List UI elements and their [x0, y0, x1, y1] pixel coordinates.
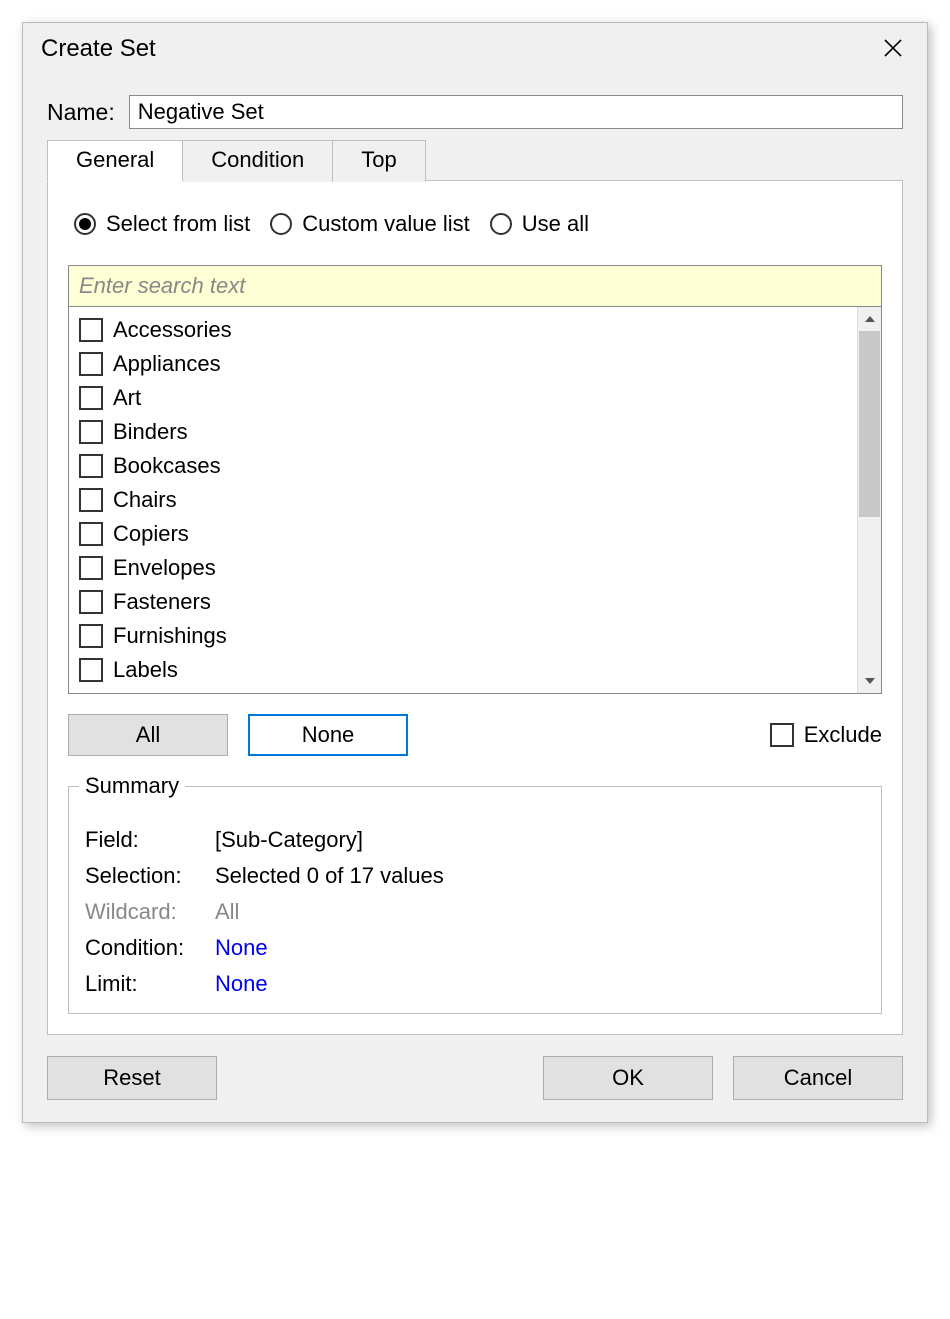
value-listbox: Accessories Appliances Art Binders Bookc…: [68, 265, 882, 694]
radio-label-select-from-list[interactable]: Select from list: [106, 211, 250, 237]
titlebar: Create Set: [23, 23, 927, 71]
list-item[interactable]: Binders: [77, 415, 849, 449]
exclude-label: Exclude: [804, 722, 882, 748]
checkbox-icon[interactable]: [79, 590, 103, 614]
list-item-label: Fasteners: [113, 589, 211, 615]
name-row: Name:: [23, 71, 927, 139]
checkbox-icon[interactable]: [79, 522, 103, 546]
tab-condition[interactable]: Condition: [183, 140, 333, 182]
checkbox-icon[interactable]: [79, 454, 103, 478]
summary-selection-label: Selection:: [85, 863, 215, 889]
summary-limit-link[interactable]: None: [215, 971, 865, 997]
summary-wildcard-label: Wildcard:: [85, 899, 215, 925]
dialog-footer: Reset OK Cancel: [23, 1050, 927, 1122]
radio-custom-value-list[interactable]: [270, 213, 292, 235]
summary-field-value: [Sub-Category]: [215, 827, 865, 853]
name-label: Name:: [47, 99, 115, 126]
selection-buttons-row: All None Exclude: [68, 714, 882, 756]
radio-select-from-list[interactable]: [74, 213, 96, 235]
tab-strip: General Condition Top: [23, 140, 927, 182]
checkbox-icon[interactable]: [770, 723, 794, 747]
summary-selection-value: Selected 0 of 17 values: [215, 863, 865, 889]
list-item[interactable]: Bookcases: [77, 449, 849, 483]
list-item-label: Chairs: [113, 487, 177, 513]
search-input[interactable]: [69, 266, 881, 306]
checkbox-icon[interactable]: [79, 352, 103, 376]
summary-condition-link[interactable]: None: [215, 935, 865, 961]
tab-top[interactable]: Top: [333, 140, 425, 182]
list-items: Accessories Appliances Art Binders Bookc…: [69, 307, 857, 693]
tab-general[interactable]: General: [47, 140, 183, 182]
list-item[interactable]: Envelopes: [77, 551, 849, 585]
list-item[interactable]: Chairs: [77, 483, 849, 517]
list-item[interactable]: Labels: [77, 653, 849, 687]
list-item-label: Art: [113, 385, 141, 411]
ok-button[interactable]: OK: [543, 1056, 713, 1100]
create-set-dialog: Create Set Name: General Condition Top S…: [22, 22, 928, 1123]
checkbox-icon[interactable]: [79, 386, 103, 410]
scroll-up-icon[interactable]: [858, 307, 881, 331]
list-item[interactable]: Fasteners: [77, 585, 849, 619]
scroll-down-icon[interactable]: [858, 669, 881, 693]
list-item-label: Binders: [113, 419, 188, 445]
list-item-label: Bookcases: [113, 453, 221, 479]
summary-field-label: Field:: [85, 827, 215, 853]
radio-use-all[interactable]: [490, 213, 512, 235]
search-row: [69, 266, 881, 307]
tab-panel-general: Select from list Custom value list Use a…: [47, 180, 903, 1035]
scroll-thumb[interactable]: [859, 331, 880, 517]
list-item-label: Envelopes: [113, 555, 216, 581]
none-button[interactable]: None: [248, 714, 408, 756]
list-item[interactable]: Appliances: [77, 347, 849, 381]
list-item[interactable]: Accessories: [77, 313, 849, 347]
list-item-label: Copiers: [113, 521, 189, 547]
list-item[interactable]: Copiers: [77, 517, 849, 551]
summary-wildcard-value: All: [215, 899, 865, 925]
list-item[interactable]: Furnishings: [77, 619, 849, 653]
summary-limit-label: Limit:: [85, 971, 215, 997]
list-item-label: Accessories: [113, 317, 232, 343]
radio-label-custom-value-list[interactable]: Custom value list: [302, 211, 470, 237]
exclude-checkbox[interactable]: Exclude: [770, 722, 882, 748]
name-input[interactable]: [129, 95, 903, 129]
list-item-label: Furnishings: [113, 623, 227, 649]
summary-condition-label: Condition:: [85, 935, 215, 961]
checkbox-icon[interactable]: [79, 658, 103, 682]
list-item-label: Labels: [113, 657, 178, 683]
scrollbar[interactable]: [857, 307, 881, 693]
list-item[interactable]: Art: [77, 381, 849, 415]
all-button[interactable]: All: [68, 714, 228, 756]
scroll-track[interactable]: [858, 331, 881, 669]
checkbox-icon[interactable]: [79, 420, 103, 444]
cancel-button[interactable]: Cancel: [733, 1056, 903, 1100]
reset-button[interactable]: Reset: [47, 1056, 217, 1100]
summary-legend: Summary: [79, 773, 185, 799]
list-item-label: Appliances: [113, 351, 221, 377]
radio-group: Select from list Custom value list Use a…: [68, 211, 882, 237]
summary-box: Summary Field: [Sub-Category] Selection:…: [68, 786, 882, 1014]
checkbox-icon[interactable]: [79, 556, 103, 580]
checkbox-icon[interactable]: [79, 318, 103, 342]
checkbox-icon[interactable]: [79, 488, 103, 512]
close-icon[interactable]: [877, 33, 909, 65]
radio-label-use-all[interactable]: Use all: [522, 211, 589, 237]
checkbox-icon[interactable]: [79, 624, 103, 648]
dialog-title: Create Set: [41, 35, 156, 63]
